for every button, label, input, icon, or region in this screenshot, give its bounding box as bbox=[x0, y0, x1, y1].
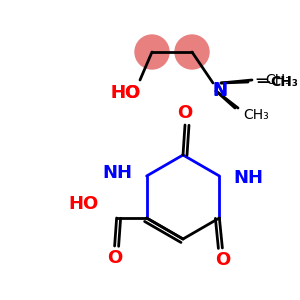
Text: N: N bbox=[212, 82, 227, 100]
Text: O: O bbox=[107, 249, 122, 267]
Text: O: O bbox=[215, 251, 230, 269]
Text: HO: HO bbox=[68, 195, 99, 213]
Text: CH₃: CH₃ bbox=[265, 73, 291, 87]
Circle shape bbox=[135, 35, 169, 69]
Text: NH: NH bbox=[233, 169, 263, 187]
Text: —: — bbox=[256, 75, 270, 89]
Text: CH₃: CH₃ bbox=[270, 75, 298, 89]
Text: —: — bbox=[255, 74, 267, 86]
Text: HO: HO bbox=[110, 84, 140, 102]
Text: NH: NH bbox=[103, 164, 133, 182]
Text: HO: HO bbox=[111, 84, 141, 102]
Text: O: O bbox=[177, 104, 193, 122]
Text: CH₃: CH₃ bbox=[243, 108, 269, 122]
Text: N: N bbox=[212, 81, 227, 99]
Circle shape bbox=[175, 35, 209, 69]
